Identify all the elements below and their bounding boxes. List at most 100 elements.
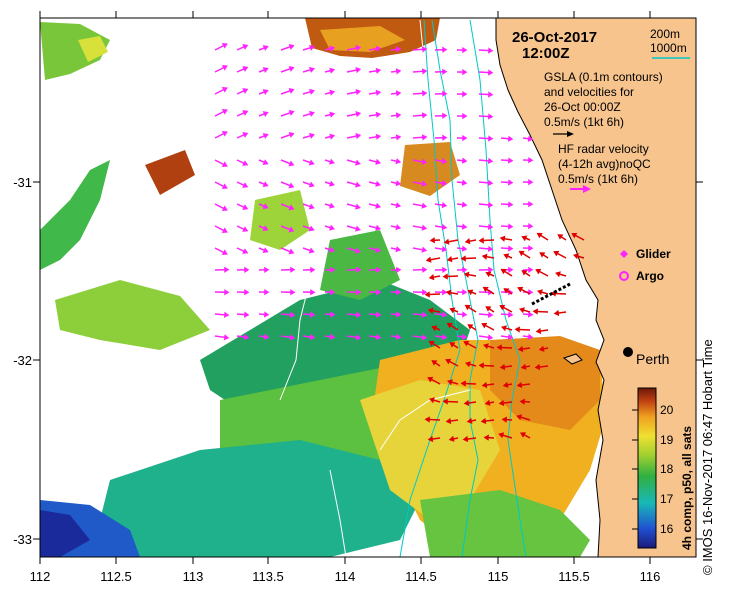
map-time: 12:00Z bbox=[522, 45, 570, 62]
radar-arrow-head bbox=[446, 379, 453, 386]
radar-arrow-head bbox=[427, 307, 434, 314]
gsla-arrow-head bbox=[288, 109, 295, 116]
gsla-arrow-head bbox=[262, 181, 269, 187]
radar-arrow-head bbox=[446, 322, 453, 329]
gsla-arrow-head bbox=[330, 266, 336, 273]
radar-arrow-head bbox=[478, 237, 484, 244]
gsla-arrow-head bbox=[375, 180, 382, 187]
gsla-arrow-head bbox=[421, 90, 428, 97]
gsla-arrow-head bbox=[461, 157, 468, 164]
gsla-arrow-head bbox=[462, 112, 468, 120]
radar-arrow-head bbox=[485, 306, 492, 312]
map-date: 26-Oct-2017 bbox=[512, 29, 597, 46]
gsla-arrow-head bbox=[355, 67, 362, 74]
radar-arrow-head bbox=[464, 238, 471, 245]
gsla-arrow-head bbox=[221, 161, 228, 167]
gsla-arrow-head bbox=[441, 311, 448, 318]
credit-text: © IMOS 16-Nov-2017 06:47 Hobart Time bbox=[700, 339, 715, 575]
gsla-arrow-head bbox=[221, 131, 228, 137]
radar-arrow-head bbox=[463, 399, 470, 407]
radar-arrow-head bbox=[481, 322, 488, 329]
gsla-arrow-head bbox=[441, 158, 448, 165]
gsla-arrow-head bbox=[310, 289, 316, 296]
gsla-arrow-head bbox=[355, 111, 362, 118]
legend-1000m: 1000m bbox=[650, 41, 687, 55]
gsla-arrow-head bbox=[487, 311, 494, 318]
gsla-arrow-head bbox=[223, 311, 230, 318]
radar-arrow-head bbox=[424, 416, 430, 423]
gsla-arrow-head bbox=[356, 266, 362, 273]
gsla-arrow-head bbox=[395, 46, 402, 53]
gsla-arrow-head bbox=[395, 90, 402, 97]
gsla-arrow-head bbox=[242, 160, 249, 166]
gsla-arrow-head bbox=[242, 88, 249, 94]
gsla-arrow-head bbox=[461, 201, 468, 208]
gsla-arrow-head bbox=[221, 109, 228, 115]
radar-arrow-head bbox=[571, 232, 578, 239]
radar-arrow-head bbox=[532, 308, 538, 315]
gsla-arrow-head bbox=[375, 133, 382, 140]
colorbar bbox=[637, 387, 657, 549]
gsla-arrow-head bbox=[488, 91, 494, 98]
gsla-arrow-head bbox=[487, 334, 494, 341]
colorbar-label: 4h comp, p50, all sats bbox=[680, 426, 694, 550]
gsla-arrow-head bbox=[528, 201, 534, 208]
gsla-arrow-head bbox=[244, 289, 250, 296]
gsla-arrow-head bbox=[375, 158, 382, 165]
gsla-arrow-head bbox=[355, 334, 362, 341]
radar-arrow-head bbox=[467, 289, 474, 296]
gsla-arrow-head bbox=[395, 224, 402, 231]
glider-legend-label: Glider bbox=[636, 247, 671, 261]
gsla-arrow-head bbox=[487, 157, 494, 164]
gsla-arrow-head bbox=[242, 226, 249, 232]
radar-arrow-head bbox=[463, 340, 470, 347]
gsla-arrow-head bbox=[395, 202, 402, 209]
gsla-arrow-head bbox=[375, 246, 382, 253]
gsla-arrow-head bbox=[395, 68, 402, 75]
sst-patch-navy-sw bbox=[40, 510, 90, 557]
x-tick-label: 113.5 bbox=[252, 569, 284, 584]
gsla-arrow-head bbox=[242, 44, 249, 50]
gsla-arrow-head bbox=[243, 311, 250, 318]
gsla-arrow-head bbox=[395, 246, 402, 253]
gsla-arrow-head bbox=[376, 289, 382, 296]
gsla-arrow-head bbox=[309, 132, 315, 139]
gsla-arrow-head bbox=[262, 89, 269, 95]
radar-arrow-head bbox=[466, 417, 473, 424]
x-tick-label: 114.5 bbox=[405, 569, 437, 584]
radar-arrow-head bbox=[482, 286, 489, 293]
glider-legend-icon bbox=[620, 250, 628, 258]
gsla-arrow-head bbox=[395, 333, 402, 340]
gsla-arrow-head bbox=[507, 333, 514, 341]
radar-arrow-head bbox=[501, 416, 507, 423]
sst-patch-center-green bbox=[320, 230, 400, 300]
sst-patch-south-green bbox=[420, 490, 590, 557]
radar-arrow-head bbox=[428, 397, 435, 404]
radar-arrow-head bbox=[519, 432, 527, 438]
gsla-arrow-head bbox=[221, 43, 228, 49]
gsla-arrow-head bbox=[329, 333, 336, 340]
gsla-arrow-head bbox=[421, 202, 428, 209]
gsla-arrow-head bbox=[288, 131, 295, 138]
gsla-arrow-head bbox=[329, 67, 336, 74]
gsla-arrow-head bbox=[462, 266, 468, 273]
gsla-arrow-head bbox=[355, 311, 362, 318]
gsla-arrow-head bbox=[355, 181, 361, 188]
gsla-arrow-head bbox=[461, 333, 468, 340]
colorbar-tick-label: 18 bbox=[660, 462, 674, 476]
gsla-arrow-head bbox=[288, 248, 295, 255]
radar-legend-line1: HF radar velocity bbox=[558, 142, 649, 156]
radar-arrow-head bbox=[484, 399, 491, 406]
gsla-arrow-head bbox=[421, 334, 428, 341]
gsla-arrow-head bbox=[288, 65, 295, 72]
gsla-arrow-head bbox=[329, 311, 336, 318]
radar-arrow-head bbox=[460, 380, 466, 387]
y-tick-label: -32 bbox=[13, 353, 32, 368]
gsla-arrow-head bbox=[527, 135, 534, 142]
gsla-arrow-head bbox=[223, 334, 230, 341]
radar-arrow-head bbox=[428, 340, 435, 347]
radar-arrow-head bbox=[535, 268, 542, 275]
gsla-arrow-head bbox=[396, 266, 402, 273]
gsla-arrow-head bbox=[355, 225, 361, 232]
radar-arrow-head bbox=[520, 363, 527, 370]
